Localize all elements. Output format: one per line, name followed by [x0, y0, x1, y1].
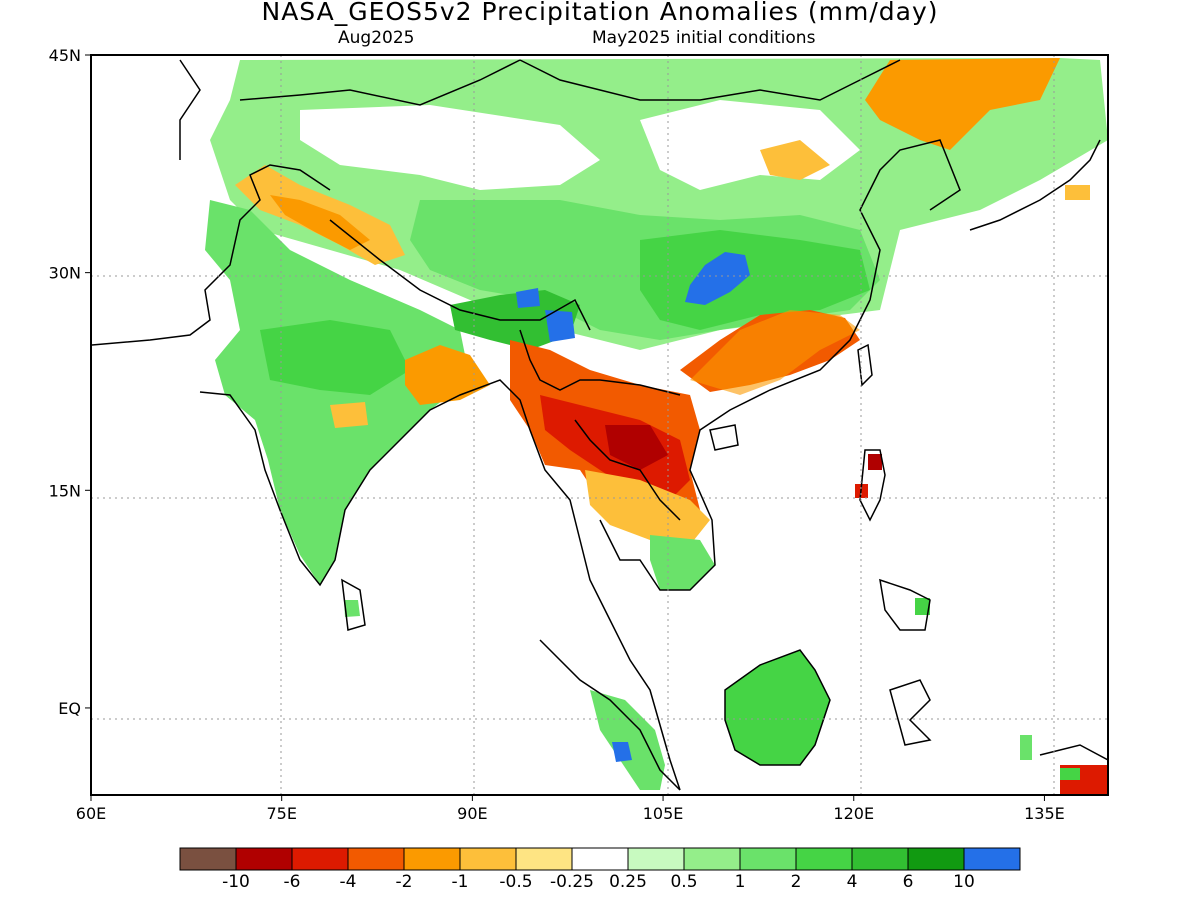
latitude-axis: 45N 30N 15N EQ: [49, 46, 91, 718]
colorbar-swatch: [291, 847, 349, 871]
anomaly-central-china-wetter: [640, 230, 870, 330]
coastline-mindanao: [879, 578, 931, 631]
gridlines: [91, 55, 1108, 795]
colorbar-swatch: [235, 847, 293, 871]
coastline-sulawesi: [889, 679, 932, 746]
anomaly-sumatra: [590, 690, 665, 790]
anomaly-bangladesh: [405, 345, 490, 405]
anomaly-india: [205, 200, 470, 585]
coastline-mainland-asia: [199, 379, 681, 791]
anomaly-himalaya-wettest: [516, 288, 540, 308]
country-border: [239, 59, 521, 106]
colorbar-label: -1: [451, 872, 469, 892]
colorbar-label: -0.25: [550, 872, 594, 892]
anomaly-maluku: [1020, 735, 1032, 760]
longitude-axis: 60E 75E 90E 105E 120E 135E: [76, 795, 1065, 823]
anomaly-western-himalaya-core: [270, 195, 370, 250]
coastline-sri-lanka: [341, 578, 366, 631]
anomaly-borneo: [725, 650, 830, 765]
colorbar-swatch: [627, 847, 685, 871]
anomaly-sri-lanka: [344, 600, 360, 617]
colorbar-swatch: [683, 847, 741, 871]
anomaly-northeast-china-korea: [865, 58, 1060, 150]
colorbar-label: 2: [790, 872, 802, 892]
country-border: [91, 164, 331, 346]
lat-tick-label: 30N: [49, 264, 81, 283]
map-frame: [90, 54, 1109, 796]
country-border: [519, 329, 681, 396]
anomaly-neutral-patch: [300, 105, 600, 190]
colorbar-swatch: [179, 847, 237, 871]
lat-tick-label: 15N: [49, 481, 81, 500]
colorbar-swatch: [795, 847, 853, 871]
coastline-luzon: [859, 449, 886, 522]
coastline-sumatra: [539, 639, 681, 791]
lon-tick-label: 120E: [833, 804, 874, 823]
anomaly-laos-extreme: [605, 425, 668, 470]
lon-tick-label: 75E: [266, 804, 296, 823]
map-title: NASA_GEOS5v2 Precipitation Anomalies (mm…: [261, 0, 939, 26]
lon-tick-label: 105E: [643, 804, 684, 823]
anomaly-mindanao: [915, 598, 930, 615]
coastline-hainan: [709, 424, 739, 451]
colorbar-swatch: [515, 847, 573, 871]
colorbar-swatch: [571, 847, 629, 871]
colorbar-label: -0.5: [499, 872, 533, 892]
coastline-papua: [1039, 744, 1108, 761]
anomaly-japan-dry: [1065, 185, 1090, 200]
anomaly-papua-wet: [1060, 768, 1080, 780]
colorbar-label: 10: [953, 872, 975, 892]
anomaly-northeast-asia-dry: [760, 140, 830, 180]
anomaly-sumatra-wettest: [612, 742, 632, 762]
colorbar: [179, 847, 1021, 871]
coastlines: [91, 59, 1108, 791]
anomaly-northeast-india-wettest: [545, 310, 575, 342]
colorbar-label: 0.25: [609, 872, 647, 892]
colorbar-swatch: [963, 847, 1021, 871]
colorbar-label: -4: [339, 872, 357, 892]
anomaly-southern-china-fringe: [690, 310, 860, 395]
lat-tick-label: EQ: [58, 699, 81, 718]
anomaly-cambodia-vietnam: [585, 470, 710, 545]
lon-tick-label: 90E: [457, 804, 487, 823]
colorbar-label: 0.5: [670, 872, 698, 892]
coastline-japan: [969, 139, 1101, 231]
colorbar-label: 6: [902, 872, 914, 892]
anomaly-central-india-dry: [330, 402, 368, 428]
initial-conditions-label: May2025 initial conditions: [592, 28, 816, 48]
colorbar-swatch: [459, 847, 517, 871]
colorbar-swatch: [403, 847, 461, 871]
lon-tick-label: 135E: [1024, 804, 1065, 823]
anomaly-southern-vietnam: [650, 535, 715, 590]
country-border: [329, 219, 591, 331]
lat-tick-label: 45N: [49, 46, 81, 65]
lon-tick-label: 60E: [76, 804, 106, 823]
forecast-month: Aug2025: [338, 28, 415, 48]
colorbar-label: -2: [395, 872, 413, 892]
colorbar-swatch: [851, 847, 909, 871]
anomaly-philippines-luzon: [868, 454, 882, 470]
anomaly-yangtze-basin-core: [685, 252, 750, 305]
anomaly-neutral-patch: [92, 55, 240, 160]
country-border: [179, 59, 201, 160]
colorbar-swatch: [907, 847, 965, 871]
coastline-indochina: [599, 139, 961, 591]
colorbar-label: -6: [283, 872, 301, 892]
coastline-borneo: [724, 649, 831, 766]
colorbar-label: 4: [846, 872, 858, 892]
colorbar-swatch: [347, 847, 405, 871]
colorbar-label: 1: [734, 872, 746, 892]
colorbar-swatch: [739, 847, 797, 871]
anomaly-central-india-wetter: [260, 320, 410, 395]
anomaly-field: [92, 55, 1108, 795]
country-border: [519, 59, 901, 101]
colorbar-label: -10: [222, 872, 250, 892]
coastline-taiwan: [857, 343, 873, 387]
country-border: [574, 419, 681, 521]
